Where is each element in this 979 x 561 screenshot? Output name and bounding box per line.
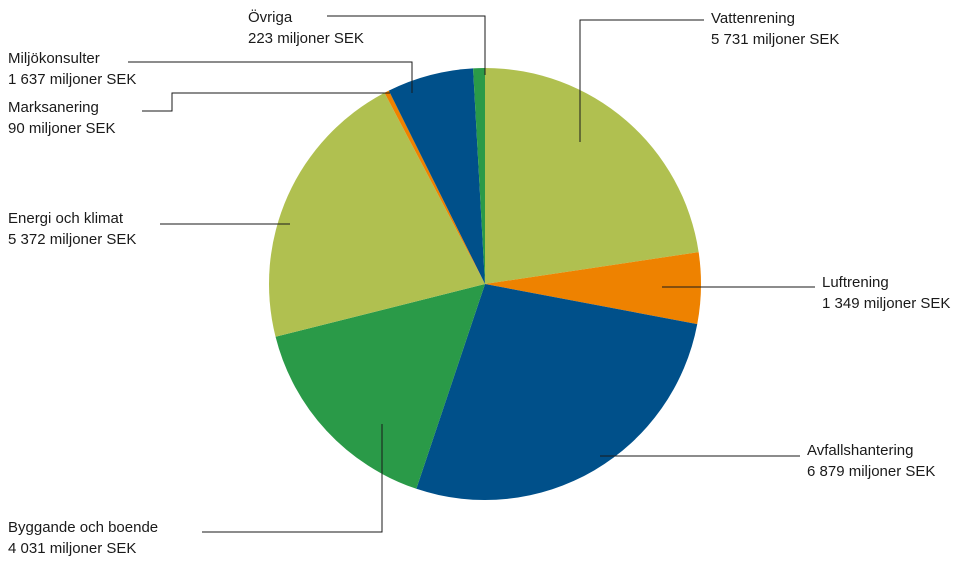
leader-marksanering <box>142 92 390 112</box>
leader-ovriga <box>327 15 486 75</box>
label-name-ovriga: Övriga <box>248 8 293 26</box>
pie-slice-energi-och-klimat <box>268 92 485 337</box>
pie-slice-övriga <box>473 68 485 284</box>
label-value-miljokonsulter: 1 637 miljoner SEK <box>8 71 136 88</box>
label-value-marksanering: 90 miljoner SEK <box>8 120 116 137</box>
label-value-byggande-och-boende: 4 031 miljoner SEK <box>8 540 136 557</box>
label-value-avfallshantering: 6 879 miljoner SEK <box>807 463 935 480</box>
leader-lines <box>128 15 815 533</box>
pie-slice-luftrening <box>485 252 701 325</box>
leader-byggande-och-boende <box>202 424 383 533</box>
leader-miljokonsulter <box>128 61 413 93</box>
label-name-energi-och-klimat: Energi och klimat <box>8 210 124 227</box>
pie-slices <box>268 68 701 501</box>
pie-slice-marksanering <box>384 90 485 285</box>
label-value-luftrening: 1 349 miljoner SEK <box>822 295 950 312</box>
label-value-ovriga: 223 miljoner SEK <box>248 30 364 47</box>
pie-slice-byggande-och-boende <box>275 284 485 489</box>
label-name-luftrening: Luftrening <box>822 274 889 291</box>
label-name-byggande-och-boende: Byggande och boende <box>8 519 158 536</box>
pie-slice-avfallshantering <box>416 284 698 501</box>
pie-slice-miljökonsulter <box>388 68 485 284</box>
label-value-vattenrening: 5 731 miljoner SEK <box>711 31 839 48</box>
label-name-marksanering: Marksanering <box>8 99 99 116</box>
label-value-energi-och-klimat: 5 372 miljoner SEK <box>8 231 136 248</box>
label-name-avfallshantering: Avfallshantering <box>807 442 913 459</box>
pie-slice-vattenrening <box>485 68 699 284</box>
leader-vattenrening <box>579 19 704 142</box>
label-name-miljokonsulter: Miljökonsulter <box>8 50 100 67</box>
label-name-vattenrening: Vattenrening <box>711 10 795 27</box>
